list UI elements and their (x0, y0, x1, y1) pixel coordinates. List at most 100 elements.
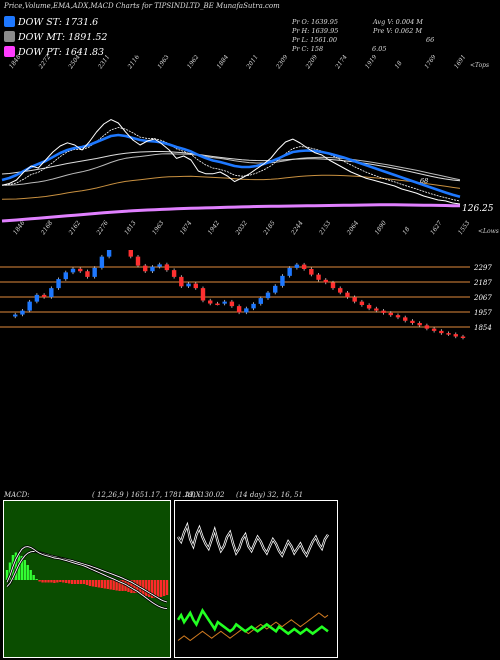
bottom-tick-label: 1846 (12, 219, 27, 236)
legend-dow-pt: DOW PT: 1641.83 (4, 46, 104, 58)
candle-body (316, 274, 321, 280)
bottom-tick-label: 1942 (207, 219, 222, 236)
stats-col2: Avg V: 0.004 M Pre V: 0.062 M (373, 18, 423, 36)
macd-bar (133, 580, 136, 593)
bottom-tick-label: 2153 (317, 219, 332, 236)
candle-body (106, 250, 112, 257)
macd-bar (41, 580, 44, 583)
legend-label-pt: DOW PT: 1641.83 (18, 47, 105, 58)
top-tick-label: 2311 (96, 55, 111, 71)
price-lines-group (1, 119, 461, 223)
top-tick-label: 1691 (453, 55, 467, 70)
bottom-tick-label: 1890 (373, 219, 388, 236)
candle-body (85, 271, 90, 277)
level-label: 2187 (473, 279, 492, 287)
swatch-blue (4, 16, 15, 27)
legend-dow-mt: DOW MT: 1891.52 (4, 31, 107, 43)
candle-body (20, 310, 25, 315)
page-title: Price,Volume,EMA,ADX,MACD Charts for TIP… (4, 2, 280, 10)
candle-body (179, 276, 184, 287)
candle-body (164, 264, 170, 271)
candle-body (215, 303, 220, 306)
candle-body (78, 268, 83, 272)
macd-bar (47, 580, 50, 583)
macd-bar (121, 580, 124, 591)
macd-bar (112, 580, 115, 590)
tops-label: <Tops (470, 62, 489, 69)
candle-body (460, 336, 466, 338)
candle-body (309, 269, 314, 275)
legend-label-st: DOW ST: 1731.6 (18, 17, 99, 28)
macd-bar (76, 580, 80, 584)
swatch-pink (4, 46, 15, 57)
stats-col1: Pr O: 1639.95 Pr H: 1639.95 Pr L: 1561.0… (292, 18, 338, 54)
candle-body (417, 323, 422, 326)
top-tick-label: 18 (394, 60, 404, 70)
top-tick-label: 1848 (8, 55, 23, 70)
macd-bar (97, 580, 101, 588)
macd-bar (153, 580, 157, 598)
macd-bar (62, 580, 65, 583)
candle-body (381, 310, 386, 313)
candle-body (280, 275, 285, 286)
candle-body (395, 315, 401, 318)
candle-body (143, 265, 148, 272)
macd-bar (91, 580, 95, 587)
macd-bar (26, 565, 29, 580)
macd-bar (94, 580, 98, 587)
macd-bar (162, 580, 166, 596)
candle-body (171, 270, 177, 277)
candle-body (222, 301, 227, 304)
macd-bar (14, 552, 18, 580)
stat-low: Pr L: 1561.00 (292, 36, 337, 44)
macd-bar (156, 580, 160, 598)
macd-lines-group (5, 545, 168, 610)
level-label: 1957 (474, 309, 492, 317)
candle-body (359, 301, 365, 305)
price-line (1, 119, 461, 205)
candle-body (34, 294, 40, 302)
bottom-tick-label: 2064 (345, 219, 360, 236)
candle-body (56, 279, 61, 289)
stat-prev-vol: Pre V: 0.062 M (373, 27, 423, 35)
dow-pt-line (1, 203, 461, 223)
macd-bar (100, 580, 104, 588)
macd-bar (32, 575, 35, 580)
signal-line (6, 550, 168, 603)
top-tick-label: 2011 (245, 55, 260, 71)
stat-extra-1: 66 (426, 36, 435, 44)
macd-bar (65, 580, 68, 583)
candles-group (13, 250, 466, 340)
candle-body (27, 301, 32, 311)
top-tick-label: 2272 (37, 55, 52, 71)
level-lines-group: 2297 2187 2067 1957 1854 (0, 264, 492, 332)
bottom-tick-label: 1627 (429, 219, 444, 236)
top-tick-label: 1962 (186, 55, 201, 70)
macd-bar (23, 560, 26, 580)
macd-bar (73, 580, 77, 584)
candle-body (244, 308, 249, 313)
legend-label-mt: DOW MT: 1891.52 (18, 32, 108, 43)
candle-body (251, 303, 256, 309)
candle-body (403, 317, 408, 321)
top-labels-group: 1848 2272 2504 2311 2116 1963 1962 1884 2011 2309… (8, 55, 467, 71)
candle-body (446, 333, 451, 335)
candle-body (424, 325, 430, 329)
adx-panel (174, 500, 338, 658)
top-tick-label: 1769 (423, 55, 438, 70)
candle-body (265, 292, 271, 299)
macd-bar (35, 579, 38, 580)
candle-body (287, 267, 292, 276)
candle-body (410, 320, 415, 323)
candle-body (13, 314, 18, 317)
candle-body (200, 288, 206, 301)
macd-bar (103, 580, 106, 589)
macd-bar (68, 580, 71, 584)
candle-body (229, 301, 235, 307)
candle-body (323, 279, 328, 283)
candle-body (273, 285, 278, 293)
legend-dow-st: DOW ST: 1731.6 (4, 16, 98, 28)
level-label: 1854 (474, 324, 492, 332)
macd-bar (142, 580, 145, 595)
top-tick-label: 2174 (334, 55, 349, 71)
